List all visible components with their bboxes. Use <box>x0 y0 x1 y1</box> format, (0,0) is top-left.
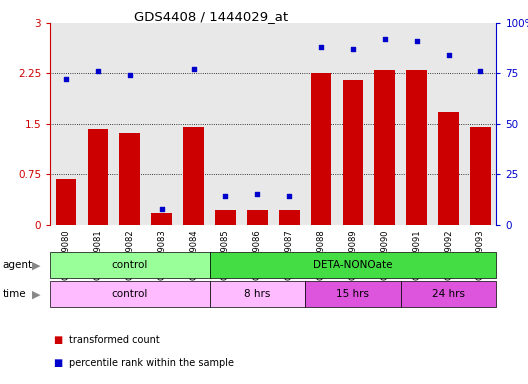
Bar <box>310 73 332 225</box>
Bar <box>56 179 77 225</box>
Point <box>157 205 166 212</box>
Point <box>285 194 294 200</box>
Text: 24 hrs: 24 hrs <box>432 289 465 299</box>
Point <box>412 38 421 44</box>
Text: ▶: ▶ <box>32 289 40 299</box>
Bar <box>88 129 108 225</box>
Bar <box>119 132 140 225</box>
Bar <box>438 112 459 225</box>
Point <box>94 68 102 74</box>
Bar <box>470 127 491 225</box>
Bar <box>183 127 204 225</box>
Text: GDS4408 / 1444029_at: GDS4408 / 1444029_at <box>134 10 288 23</box>
Text: transformed count: transformed count <box>69 335 159 345</box>
Point <box>253 191 261 197</box>
Text: percentile rank within the sample: percentile rank within the sample <box>69 358 233 368</box>
Text: ■: ■ <box>53 358 62 368</box>
Text: control: control <box>111 260 148 270</box>
Bar <box>152 213 172 225</box>
Bar <box>406 70 427 225</box>
Point <box>221 194 230 200</box>
Point <box>381 36 389 42</box>
Text: control: control <box>111 289 148 299</box>
Bar <box>215 210 236 225</box>
Bar <box>374 70 395 225</box>
Text: 15 hrs: 15 hrs <box>336 289 370 299</box>
Text: DETA-NONOate: DETA-NONOate <box>313 260 393 270</box>
Point <box>126 73 134 79</box>
Point <box>348 46 357 52</box>
Text: time: time <box>3 289 26 299</box>
Point <box>190 66 198 73</box>
Point <box>317 44 325 50</box>
Point <box>62 76 70 83</box>
Text: ■: ■ <box>53 335 62 345</box>
Text: ▶: ▶ <box>32 260 40 270</box>
Point <box>476 68 485 74</box>
Point <box>444 52 452 58</box>
Text: agent: agent <box>3 260 33 270</box>
Bar <box>279 210 299 225</box>
Bar <box>343 80 363 225</box>
Text: 8 hrs: 8 hrs <box>244 289 270 299</box>
Bar <box>247 210 268 225</box>
